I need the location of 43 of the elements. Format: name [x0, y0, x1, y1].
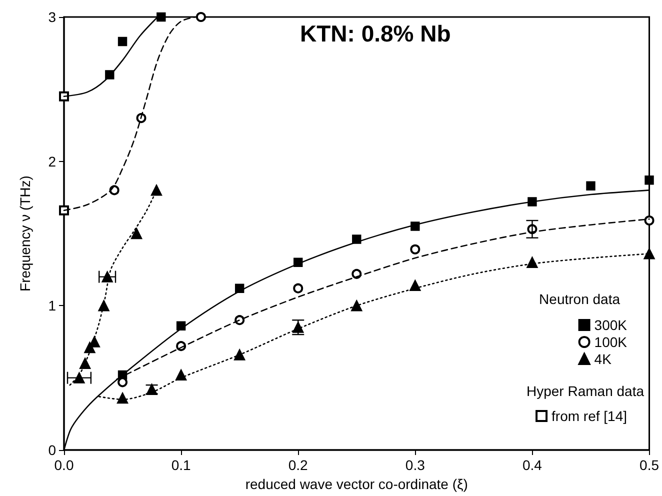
x-tick-label: 0.5: [640, 457, 660, 473]
x-tick-label: 0.3: [405, 457, 426, 473]
point: [116, 392, 128, 404]
x-tick-label: 0.4: [522, 457, 542, 473]
point: [410, 244, 420, 254]
point: [644, 248, 655, 260]
x-tick-label: 0.2: [288, 457, 308, 473]
x-tick-label: 0.1: [171, 457, 191, 473]
y-tick-label: 3: [48, 9, 56, 25]
point: [410, 280, 421, 292]
legend-label: from ref [14]: [552, 408, 627, 424]
legend-label: 300K: [594, 317, 628, 333]
point: [59, 205, 69, 216]
point: [118, 36, 128, 46]
legend-label: 4K: [594, 351, 612, 367]
x-tick-label: 0.0: [54, 457, 74, 473]
point: [59, 91, 69, 102]
point: [586, 181, 596, 190]
point: [293, 283, 304, 294]
point: [156, 12, 166, 22]
point: [644, 216, 654, 226]
point: [528, 197, 537, 206]
y-tick-label: 1: [48, 298, 56, 314]
y-axis-title: Frequency ν (THz): [17, 176, 33, 292]
point: [98, 300, 110, 312]
point: [175, 369, 187, 381]
point: [644, 175, 654, 185]
legend-title: Neutron data: [539, 291, 620, 307]
point: [526, 256, 538, 268]
y-tick-label: 0: [48, 442, 56, 458]
chart-title: KTN: 0.8% Nb: [300, 20, 451, 46]
legend-label: 100K: [594, 334, 628, 350]
point: [196, 12, 206, 22]
x-axis-title: reduced wave vector co-ordinate (ξ): [245, 476, 468, 492]
point: [234, 349, 246, 360]
point: [105, 70, 114, 80]
point: [150, 184, 162, 196]
y-tick-label: 2: [48, 153, 56, 170]
point: [130, 228, 142, 240]
point: [79, 358, 91, 369]
annotation: Hyper Raman data: [526, 383, 644, 399]
point: [410, 222, 420, 231]
point: [351, 300, 362, 312]
